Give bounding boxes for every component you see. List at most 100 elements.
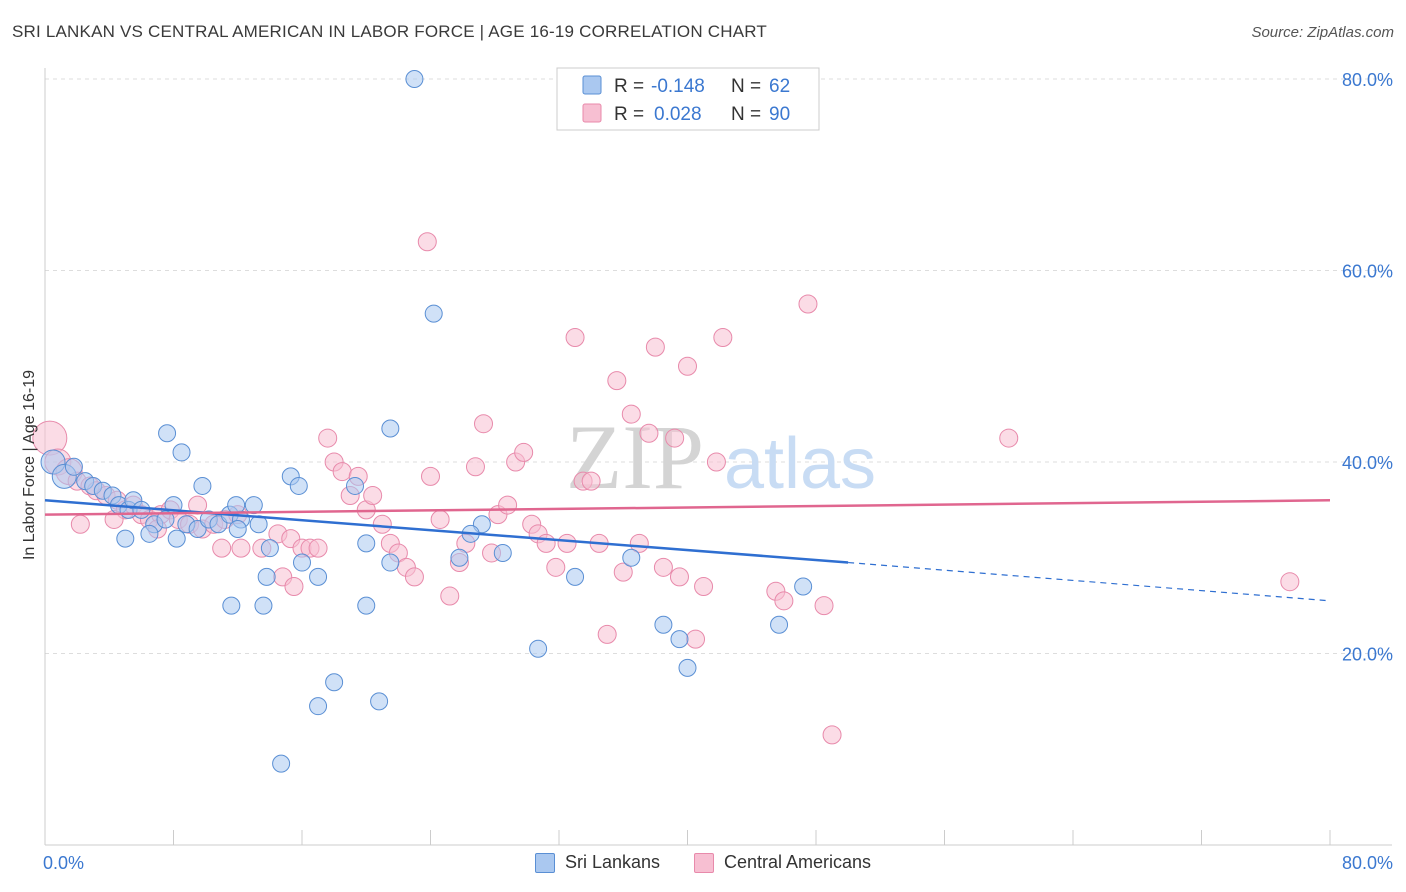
central-americans-point — [621, 404, 641, 424]
sri-lankans-point — [381, 553, 400, 572]
central-americans-point — [308, 538, 328, 558]
sri-lankans-point — [794, 577, 813, 596]
sri-lankans-point — [381, 419, 400, 438]
legend-r-label-1: R = — [614, 76, 644, 97]
legend-swatch-central-americans — [694, 852, 714, 873]
sri-lankans-point — [228, 520, 247, 539]
central-americans-point — [645, 337, 665, 357]
central-americans-point — [639, 423, 659, 443]
y-tick-label: 40.0% — [1342, 453, 1393, 473]
central-americans-point — [284, 576, 304, 596]
central-americans-point — [70, 514, 90, 534]
central-americans-point — [607, 371, 627, 391]
central-americans-point — [665, 428, 685, 448]
trend-lines — [44, 499, 1331, 602]
y-tick-label: 80.0% — [1342, 70, 1393, 90]
central-americans-point — [231, 538, 251, 558]
legend-swatch-pink — [582, 103, 602, 123]
central-americans-point — [440, 586, 460, 606]
sri-lankans-point — [293, 553, 311, 572]
watermark-zip: ZIP — [566, 406, 704, 508]
watermark-atlas: atlas — [724, 424, 876, 504]
sri-lankans-point — [670, 630, 689, 649]
central-americans-point — [613, 562, 633, 582]
legend-swatch-blue — [582, 75, 602, 95]
legend-r-value-2: 0.028 — [654, 104, 702, 125]
grid-lines — [45, 78, 1392, 654]
sri-lankans-point — [370, 692, 389, 711]
sri-lankans-point — [529, 639, 548, 658]
sri-lankans-point — [493, 543, 512, 562]
y-axis-label: In Labor Force | Age 16-19 — [21, 369, 38, 561]
legend-swatch-sri-lankans — [534, 852, 555, 873]
central-americans-point — [212, 538, 232, 558]
sri-lankans-point — [622, 548, 641, 567]
central-americans-point — [498, 495, 518, 515]
sri-lankans-point — [325, 673, 344, 692]
sri-lankans-point — [289, 476, 308, 495]
tick-labels: 20.0% 40.0% 60.0% 80.0% 0.0% 80.0% — [43, 70, 1393, 873]
sri-lankans-point — [132, 500, 151, 519]
central-americans-point — [713, 328, 733, 348]
sri-lankans-point — [566, 567, 585, 586]
stats-legend: R = -0.148 N = 62 R = 0.028 N = 90 — [556, 67, 820, 131]
sri-lankans-point — [357, 534, 376, 553]
sri-lankans-trend-line — [44, 499, 849, 564]
legend-r-label-2: R = — [614, 104, 644, 125]
sri-lankans-point — [272, 754, 291, 773]
sri-lankans-point — [450, 548, 469, 567]
central-americans-point — [653, 557, 673, 577]
central-americans-point — [421, 466, 440, 486]
central-americans-point — [417, 232, 437, 252]
sri-lankans-point — [244, 496, 263, 515]
sri-lankans-point — [678, 658, 697, 677]
central-americans-point — [798, 294, 818, 314]
central-americans-point — [814, 596, 834, 616]
central-americans-point — [404, 567, 424, 587]
sri-lankans-point — [158, 424, 177, 443]
sri-lankans-point — [116, 529, 135, 548]
sri-lankans-point — [770, 615, 789, 634]
central-americans-points — [32, 232, 1300, 745]
legend-item-central-americans: Central Americans — [694, 852, 871, 873]
central-americans-point — [557, 533, 577, 553]
legend-item-sri-lankans: Sri Lankans — [534, 852, 660, 873]
sri-lankans-point — [357, 596, 376, 615]
y-tick-label: 60.0% — [1342, 262, 1393, 282]
central-americans-point — [597, 624, 617, 644]
sri-lankans-point — [257, 567, 276, 586]
legend-n-value-2: 90 — [769, 104, 790, 125]
central-americans-point — [669, 567, 689, 587]
legend-label-sri-lankans: Sri Lankans — [564, 852, 660, 872]
y-tick-label: 20.0% — [1342, 645, 1393, 665]
legend-n-label-2: N = — [731, 104, 761, 125]
sri-lankans-point — [405, 70, 424, 88]
sri-lankans-point — [167, 529, 186, 548]
central-americans-point — [514, 442, 534, 462]
central-americans-point — [465, 457, 485, 477]
central-americans-point — [430, 509, 450, 529]
central-americans-point — [694, 576, 714, 596]
watermark: ZIP atlas — [566, 406, 876, 508]
central-americans-point — [1280, 572, 1300, 592]
x-tick-label-start: 0.0% — [43, 853, 84, 873]
sri-lankans-point — [254, 596, 273, 615]
x-tick-label-end: 80.0% — [1342, 853, 1393, 873]
central-americans-point — [822, 725, 842, 745]
legend-label-central-americans: Central Americans — [724, 852, 872, 872]
sri-lankans-point — [172, 443, 191, 462]
central-americans-point — [774, 591, 794, 611]
legend-n-label-1: N = — [731, 76, 761, 97]
sri-lankans-point — [424, 304, 443, 323]
sri-lankans-point — [222, 596, 241, 615]
central-americans-point — [686, 629, 706, 649]
central-americans-point — [706, 452, 726, 472]
sri-lankans-point — [346, 476, 365, 495]
central-americans-point — [546, 557, 566, 577]
central-americans-point — [999, 428, 1019, 448]
sri-lankans-point — [227, 496, 246, 515]
bottom-legend: Sri Lankans Central Americans — [0, 852, 1406, 873]
sri-lankans-point — [309, 697, 328, 716]
sri-lankans-point — [156, 510, 175, 529]
central-americans-trend-line — [44, 499, 1331, 516]
